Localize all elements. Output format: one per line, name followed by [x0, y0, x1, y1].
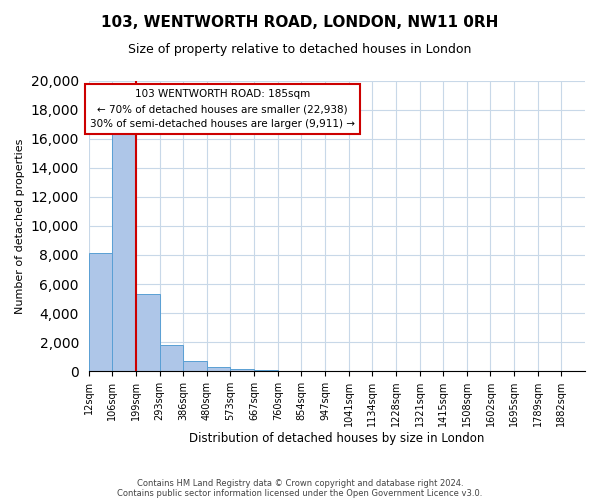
X-axis label: Distribution of detached houses by size in London: Distribution of detached houses by size … — [189, 432, 485, 445]
Bar — [89, 254, 112, 371]
Bar — [160, 345, 183, 371]
Text: Size of property relative to detached houses in London: Size of property relative to detached ho… — [128, 42, 472, 56]
Bar — [254, 370, 278, 371]
Text: 103 WENTWORTH ROAD: 185sqm
← 70% of detached houses are smaller (22,938)
30% of : 103 WENTWORTH ROAD: 185sqm ← 70% of deta… — [90, 89, 355, 129]
Bar — [207, 367, 230, 371]
Bar — [230, 369, 254, 371]
Bar — [112, 132, 136, 371]
Bar — [183, 361, 207, 371]
Text: Contains HM Land Registry data © Crown copyright and database right 2024.: Contains HM Land Registry data © Crown c… — [137, 478, 463, 488]
Y-axis label: Number of detached properties: Number of detached properties — [15, 138, 25, 314]
Bar — [136, 294, 160, 371]
Text: Contains public sector information licensed under the Open Government Licence v3: Contains public sector information licen… — [118, 488, 482, 498]
Text: 103, WENTWORTH ROAD, LONDON, NW11 0RH: 103, WENTWORTH ROAD, LONDON, NW11 0RH — [101, 15, 499, 30]
